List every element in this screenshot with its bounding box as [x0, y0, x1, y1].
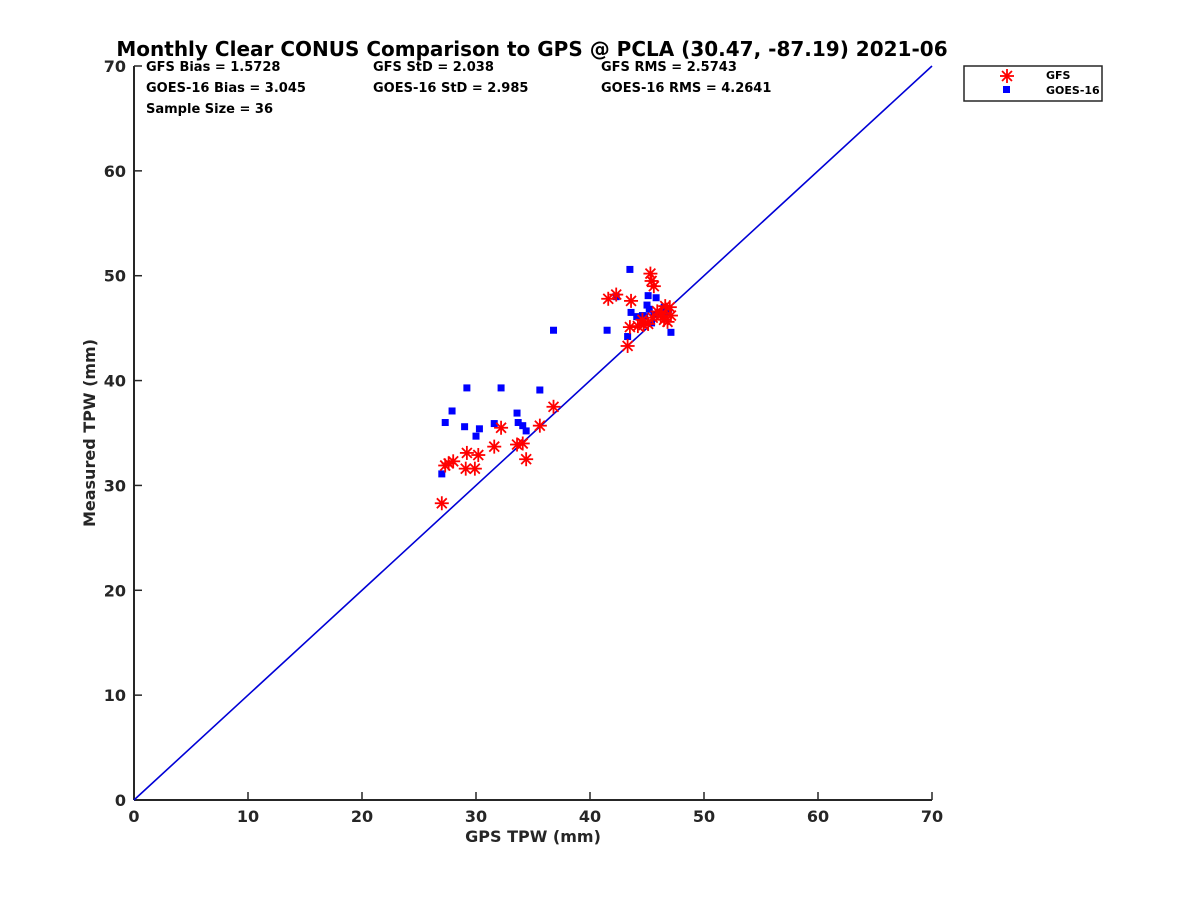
goes-16-point — [648, 319, 656, 327]
y-tick-label: 10 — [104, 686, 126, 705]
y-axis-label: Measured TPW (mm) — [80, 339, 99, 527]
gfs-point — [471, 448, 486, 463]
goes-16-point — [441, 419, 449, 427]
gfs-point — [487, 439, 502, 454]
stat-goes-std: GOES-16 StD = 2.985 — [373, 81, 528, 96]
y-tick-label: 40 — [104, 372, 126, 391]
legend-box — [963, 65, 1103, 102]
x-axis-label: GPS TPW (mm) — [465, 827, 601, 846]
goes-16-point — [475, 425, 483, 433]
x-tick-label: 50 — [693, 807, 715, 826]
gfs-point — [494, 420, 509, 435]
stat-gfs-rms: GFS RMS = 2.5743 — [601, 60, 737, 75]
legend: GFS GOES-16 — [963, 65, 1103, 102]
gfs-point — [643, 266, 658, 281]
legend-goes-marker — [1003, 86, 1010, 93]
x-tick-label: 40 — [579, 807, 601, 826]
legend-gfs-asterisk — [1000, 69, 1014, 83]
stat-gfs-std: GFS StD = 2.038 — [373, 60, 494, 75]
goes-16-point — [448, 407, 456, 415]
gfs-point — [459, 445, 474, 460]
goes-16-point — [550, 326, 558, 334]
one-to-one-line — [133, 65, 933, 801]
gfs-point — [467, 461, 482, 476]
axes — [133, 66, 932, 801]
goes-16-point — [645, 305, 653, 313]
goes-16-point — [536, 386, 544, 394]
goes-16-point — [627, 308, 635, 316]
gfs-point — [532, 418, 547, 433]
y-ticks: 0 10 20 30 40 50 60 70 — [104, 57, 142, 810]
statistics: GFS Bias = 1.5728 GFS StD = 2.038 GFS RM… — [146, 60, 771, 117]
goes-16-point — [438, 470, 446, 478]
y-tick-label: 0 — [115, 791, 126, 810]
x-tick-label: 10 — [237, 807, 259, 826]
x-ticks: 0 10 20 30 40 50 60 70 — [128, 792, 943, 826]
legend-gfs-marker — [1000, 69, 1014, 83]
y-tick-label: 20 — [104, 581, 126, 600]
y-tick-label: 60 — [104, 162, 126, 181]
legend-gfs-label: GFS — [1046, 69, 1071, 82]
series-goes-16 — [438, 265, 675, 478]
stat-gfs-bias: GFS Bias = 1.5728 — [146, 60, 280, 75]
gfs-point — [635, 312, 650, 327]
goes-16-point — [519, 422, 527, 430]
stat-goes-rms: GOES-16 RMS = 4.2641 — [601, 81, 771, 96]
goes-16-point — [667, 328, 675, 336]
x-tick-label: 30 — [465, 807, 487, 826]
gfs-point — [609, 287, 624, 302]
y-tick-label: 70 — [104, 57, 126, 76]
gfs-point — [446, 454, 461, 469]
stat-goes-bias: GOES-16 Bias = 3.045 — [146, 81, 306, 96]
goes-16-point — [652, 294, 660, 302]
goes-16-point — [472, 432, 480, 440]
gfs-point — [519, 452, 534, 467]
goes-16-point — [513, 409, 521, 417]
x-tick-label: 20 — [351, 807, 373, 826]
x-tick-label: 70 — [921, 807, 943, 826]
gfs-point — [434, 496, 449, 511]
goes-16-point — [463, 384, 471, 392]
gfs-point — [653, 308, 668, 323]
x-tick-label: 60 — [807, 807, 829, 826]
goes-16-point — [643, 301, 651, 309]
series-gfs — [434, 266, 678, 511]
gfs-point — [515, 436, 530, 451]
gfs-point — [646, 279, 661, 294]
y-tick-label: 30 — [104, 476, 126, 495]
goes-16-point — [644, 292, 652, 300]
goes-16-point — [461, 423, 469, 431]
goes-16-point — [624, 333, 632, 341]
chart-title: Monthly Clear CONUS Comparison to GPS @ … — [116, 37, 947, 61]
goes-16-point — [490, 420, 498, 428]
gfs-point — [620, 338, 635, 353]
goes-16-point — [497, 384, 505, 392]
stat-sample-size: Sample Size = 36 — [146, 102, 273, 117]
goes-16-point — [514, 419, 522, 427]
goes-16-point — [603, 326, 611, 334]
legend-goes-label: GOES-16 — [1046, 84, 1100, 97]
gfs-point — [546, 399, 561, 414]
gfs-point — [624, 293, 639, 308]
x-tick-label: 0 — [128, 807, 139, 826]
y-tick-label: 50 — [104, 267, 126, 286]
goes-16-point — [522, 427, 530, 435]
goes-16-point — [626, 265, 634, 273]
